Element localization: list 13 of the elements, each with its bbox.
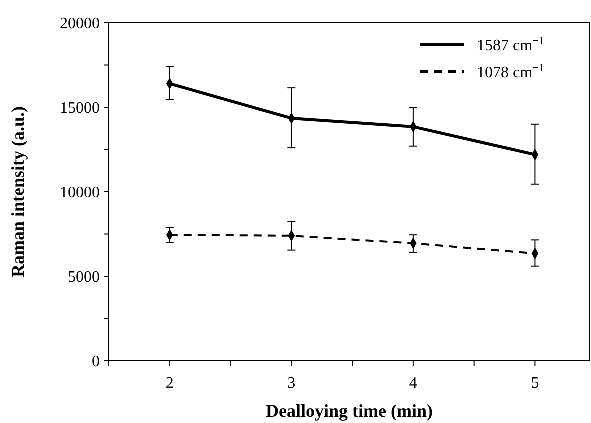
y-tick-label: 0 [92,354,100,371]
y-tick-label: 5000 [68,269,100,286]
legend-label: 1078 cm$^{−1}$ [477,62,544,82]
y-tick-label: 15000 [60,100,100,118]
y-tick-label: 10000 [60,184,100,202]
x-tick-label: 2 [166,375,174,392]
x-tick-label: 3 [288,375,296,392]
x-tick-label: 5 [531,375,540,392]
x-tick-label: 4 [409,375,418,392]
y-tick-label: 20000 [60,16,100,33]
legend-label: 1587 cm$^{−1}$ [477,36,544,55]
x-axis-title: Dealloying time (min) [266,401,433,421]
y-axis-title: Raman intensity (a.u.) [8,106,28,278]
